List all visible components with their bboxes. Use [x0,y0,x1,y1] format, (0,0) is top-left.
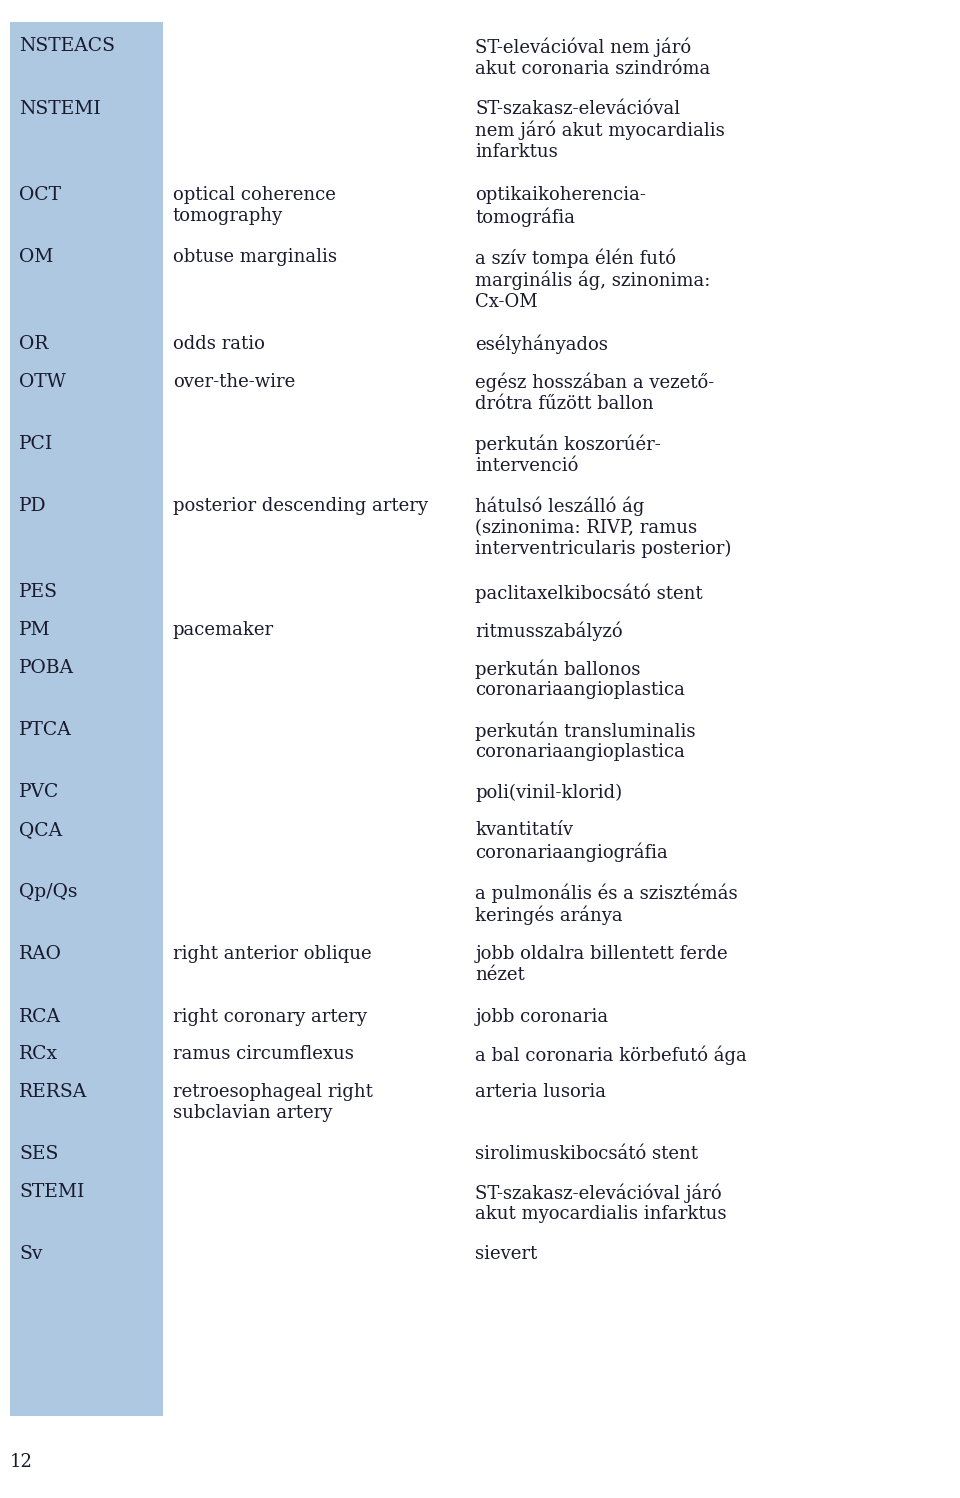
Text: paclitaxelkibocsátó stent: paclitaxelkibocsátó stent [475,583,703,604]
Text: right anterior oblique: right anterior oblique [173,945,372,963]
Text: STEMI: STEMI [19,1183,84,1201]
Text: a szív tompa élén futó
marginális ág, szinonima:
Cx-OM: a szív tompa élén futó marginális ág, sz… [475,249,710,312]
Text: sievert: sievert [475,1245,538,1263]
Text: 12: 12 [10,1453,33,1471]
Text: PD: PD [19,497,47,515]
Text: hátulsó leszálló ág
(szinonima: RIVP, ramus
interventricularis posterior): hátulsó leszálló ág (szinonima: RIVP, ra… [475,497,732,559]
FancyBboxPatch shape [10,22,163,1416]
Text: retroesophageal right
subclavian artery: retroesophageal right subclavian artery [173,1083,372,1122]
Text: PM: PM [19,622,51,640]
Text: PCI: PCI [19,434,54,452]
Text: odds ratio: odds ratio [173,336,265,354]
Text: OCT: OCT [19,186,61,204]
Text: ritmusszabályzó: ritmusszabályzó [475,622,623,641]
Text: PVC: PVC [19,783,60,801]
Text: poli(vinil-klorid): poli(vinil-klorid) [475,783,622,801]
Text: optical coherence
tomography: optical coherence tomography [173,186,336,225]
Text: a bal coronaria körbefutó ága: a bal coronaria körbefutó ága [475,1046,747,1065]
Text: PES: PES [19,583,59,602]
Text: perkután transluminalis
coronariaangioplastica: perkután transluminalis coronariaangiopl… [475,721,696,761]
Text: POBA: POBA [19,659,74,677]
Text: ST-szakasz-elevációval járó
akut myocardialis infarktus: ST-szakasz-elevációval járó akut myocard… [475,1183,727,1224]
Text: jobb coronaria: jobb coronaria [475,1008,609,1026]
Text: over-the-wire: over-the-wire [173,373,295,391]
Text: perkután ballonos
coronariaangioplastica: perkután ballonos coronariaangioplastica [475,659,685,700]
Text: perkután koszorúér-
intervenció: perkután koszorúér- intervenció [475,434,660,475]
Text: a pulmonális és a szisztémás
keringés aránya: a pulmonális és a szisztémás keringés ar… [475,884,738,926]
Text: ST-szakasz-elevációval
nem járó akut myocardialis
infarktus: ST-szakasz-elevációval nem járó akut myo… [475,99,725,160]
Text: RAO: RAO [19,945,62,963]
Text: pacemaker: pacemaker [173,622,274,640]
Text: ST-elevációval nem járó
akut coronaria szindróma: ST-elevációval nem járó akut coronaria s… [475,37,710,78]
Text: SES: SES [19,1146,59,1164]
Text: kvantitatív
coronariaangiográfia: kvantitatív coronariaangiográfia [475,821,668,861]
Text: RCx: RCx [19,1046,59,1064]
Text: RCA: RCA [19,1008,61,1026]
Text: OR: OR [19,336,49,354]
Text: OM: OM [19,249,54,267]
Text: arteria lusoria: arteria lusoria [475,1083,606,1101]
Text: Sv: Sv [19,1245,42,1263]
Text: NSTEMI: NSTEMI [19,99,101,118]
Text: sirolimuskibocsátó stent: sirolimuskibocsátó stent [475,1146,698,1164]
Text: RERSA: RERSA [19,1083,87,1101]
Text: egész hosszában a vezető-
drótra fűzött ballon: egész hosszában a vezető- drótra fűzött … [475,373,714,413]
Text: QCA: QCA [19,821,62,839]
Text: jobb oldalra billentett ferde
nézet: jobb oldalra billentett ferde nézet [475,945,728,984]
Text: Qp/Qs: Qp/Qs [19,884,78,902]
Text: OTW: OTW [19,373,66,391]
Text: PTCA: PTCA [19,721,72,739]
Text: right coronary artery: right coronary artery [173,1008,367,1026]
Text: optikaikoherencia-
tomográfia: optikaikoherencia- tomográfia [475,186,646,226]
Text: esélyhányados: esélyhányados [475,336,608,355]
Text: ramus circumflexus: ramus circumflexus [173,1046,353,1064]
Text: posterior descending artery: posterior descending artery [173,497,428,515]
Text: obtuse marginalis: obtuse marginalis [173,249,337,267]
Text: NSTEACS: NSTEACS [19,37,115,55]
